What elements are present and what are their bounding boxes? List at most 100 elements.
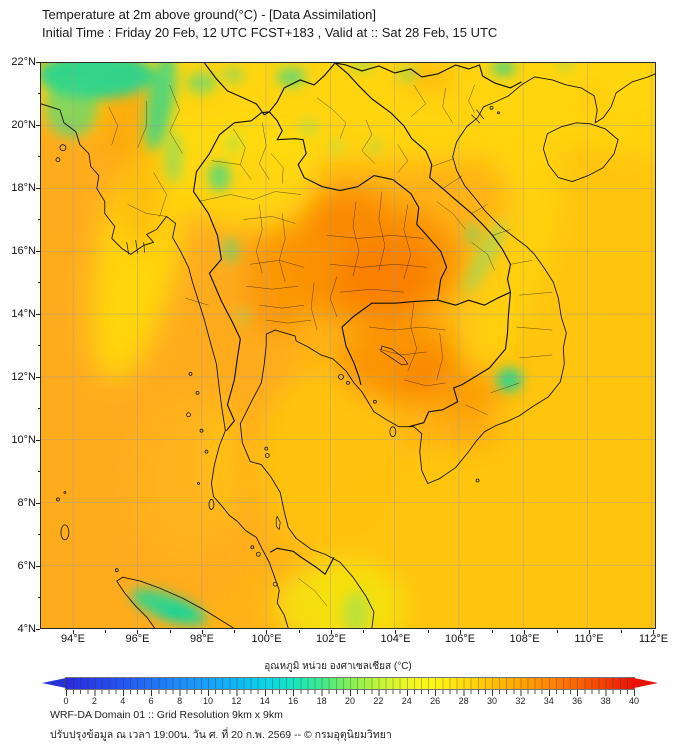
colorbar-tick-label: 10 xyxy=(202,696,214,706)
islands xyxy=(55,105,500,587)
border-thailand-cambodia xyxy=(341,279,442,385)
x-axis-tick xyxy=(137,630,138,634)
colorbar-tick-label: 40 xyxy=(628,696,640,706)
temperature-field xyxy=(41,63,655,628)
lakes xyxy=(275,345,409,531)
y-axis-tick xyxy=(36,313,40,315)
x-axis-tick xyxy=(459,630,461,634)
colorbar-tick-label: 20 xyxy=(344,696,356,706)
x-axis-label: 106°E xyxy=(444,633,476,645)
y-axis-minor-tick xyxy=(37,93,40,94)
colorbar-tick-label: 0 xyxy=(63,696,69,706)
colorbar-title: อุณหภูมิ หน่วย องศาเซลเซียส (°C) xyxy=(264,661,412,672)
footer-domain-info: WRF-DA Domain 01 :: Grid Resolution 9km … xyxy=(50,709,283,721)
y-axis-tick xyxy=(36,250,40,252)
x-axis-label: 102°E xyxy=(315,633,347,645)
colorbar-tick-label: 34 xyxy=(543,696,554,706)
colorbar-tick-label: 14 xyxy=(259,696,270,706)
border-cambodia-vietnam xyxy=(408,292,512,428)
border-thailand-malaysia xyxy=(269,547,335,575)
colorbar-tick-label: 32 xyxy=(515,696,526,706)
colorbar-right-arrow xyxy=(634,678,658,688)
x-axis-label: 98°E xyxy=(190,633,214,645)
footer-update-info: ปรับปรุงข้อมูล ณ เวลา 19:00น. วัน ศ. ที่… xyxy=(50,729,392,741)
border-myanmar-thailand xyxy=(192,111,270,432)
coastline-mainland xyxy=(41,103,289,628)
y-axis-tick xyxy=(36,124,40,126)
y-axis-tick xyxy=(36,187,40,189)
x-axis-minor-tick xyxy=(427,630,429,633)
colorbar-tick-label: 22 xyxy=(373,696,384,706)
colorbar-major-ticks xyxy=(66,690,635,696)
border-thailand-laos xyxy=(268,111,448,280)
map-plot-area xyxy=(40,62,656,629)
colorbar-tick-label: 2 xyxy=(91,696,97,706)
colorbar-gradient xyxy=(66,678,634,689)
colorbar-tick-label: 28 xyxy=(458,696,469,706)
y-axis-label: 8°N xyxy=(17,497,36,509)
x-axis-label: 104°E xyxy=(380,633,411,645)
coastlines xyxy=(41,73,655,628)
country-borders xyxy=(192,63,522,575)
x-axis-tick xyxy=(524,630,525,634)
colorbar xyxy=(42,678,658,696)
x-axis-label: 112°E xyxy=(638,633,669,645)
x-axis-tick xyxy=(588,630,590,634)
x-axis-minor-tick xyxy=(492,630,494,633)
y-axis-minor-tick xyxy=(37,597,40,598)
grid-lines xyxy=(41,63,655,628)
page-title: Temperature at 2m above ground(°C) - [Da… xyxy=(42,7,376,22)
x-axis-label: 100°E xyxy=(251,633,282,645)
x-axis-tick xyxy=(653,630,654,634)
border-myanmar-laos-china xyxy=(268,63,336,113)
colorbar-tick-label: 30 xyxy=(486,696,498,706)
border-myanmar-china xyxy=(204,63,270,116)
temperature-map-svg xyxy=(41,63,655,628)
colorbar-tick-label: 4 xyxy=(120,696,126,706)
colorbar-tick-label: 8 xyxy=(177,696,183,706)
colorbar-tick-label: 12 xyxy=(231,696,242,706)
y-axis-tick xyxy=(36,565,40,567)
y-axis-minor-tick xyxy=(37,282,40,283)
x-axis-minor-tick xyxy=(363,630,365,633)
songkhla-lake xyxy=(275,515,281,531)
y-axis-tick xyxy=(36,628,40,630)
y-axis-minor-tick xyxy=(37,345,40,346)
y-axis-minor-tick xyxy=(37,408,40,409)
y-axis-minor-tick xyxy=(37,219,40,220)
province-borders xyxy=(108,84,553,607)
x-axis-tick xyxy=(266,630,267,634)
coastline-sumatra xyxy=(116,576,234,628)
x-axis-label: 110°E xyxy=(574,633,604,645)
y-axis-label: 6°N xyxy=(17,560,36,572)
x-axis-label: 108°E xyxy=(509,633,540,645)
x-axis-minor-tick xyxy=(556,630,558,633)
y-axis-label: 16°N xyxy=(11,245,36,257)
colorbar-tick-label: 36 xyxy=(572,696,583,706)
x-axis-minor-tick xyxy=(234,630,236,633)
border-cambodia-laos xyxy=(437,291,511,306)
y-axis-label: 20°N xyxy=(11,119,36,131)
colorbar-tick-label: 16 xyxy=(288,696,299,706)
colorbar-tick-label: 6 xyxy=(148,696,154,706)
y-axis-tick xyxy=(36,61,40,63)
x-axis-tick xyxy=(330,630,332,634)
x-axis-tick xyxy=(72,630,74,634)
y-axis-label: 12°N xyxy=(11,371,36,383)
colorbar-cell-separators xyxy=(66,678,634,689)
colorbar-left-arrow xyxy=(42,678,66,688)
y-axis-minor-tick xyxy=(37,534,40,535)
delta-inlets xyxy=(126,109,484,255)
colorbar-tick-label: 18 xyxy=(316,696,327,706)
x-axis-minor-tick xyxy=(105,630,107,633)
x-axis-label: 94°E xyxy=(61,633,85,645)
tonle-sap-lake xyxy=(380,345,409,366)
coastline-hainan xyxy=(542,122,619,183)
y-axis-label: 14°N xyxy=(11,308,36,320)
x-axis-minor-tick xyxy=(298,630,300,633)
y-axis-minor-tick xyxy=(37,471,40,472)
colorbar-tick-label: 24 xyxy=(401,696,412,706)
y-axis-label: 18°N xyxy=(11,182,36,194)
border-vietnam-china xyxy=(334,63,522,89)
